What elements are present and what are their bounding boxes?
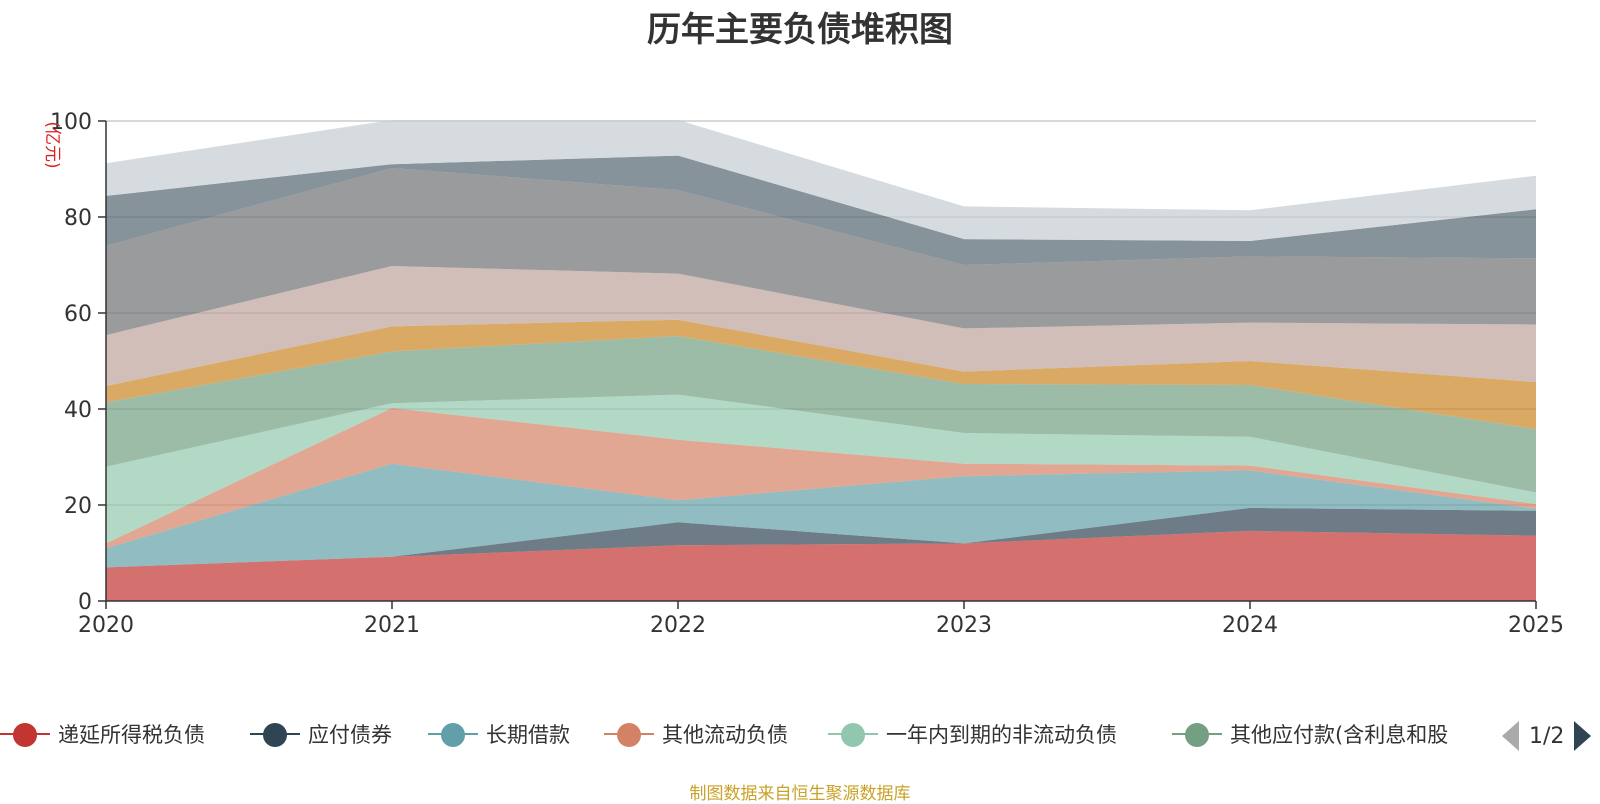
- area-series-9[interactable]: [106, 155, 1536, 265]
- area-series-4[interactable]: [106, 394, 1536, 544]
- y-tick-label: 0: [78, 590, 92, 615]
- x-tick-label: 2025: [1508, 613, 1564, 638]
- legend-item-long-term-loans[interactable]: 长期借款: [428, 716, 570, 752]
- legend-label: 递延所得税负债: [58, 723, 205, 747]
- x-tick-label: 2024: [1222, 613, 1278, 638]
- legend-next-page-icon[interactable]: [1574, 721, 1592, 751]
- legend-marker-icon: [428, 719, 478, 749]
- area-series-6[interactable]: [106, 319, 1536, 430]
- legend-label: 其他流动负债: [662, 723, 788, 747]
- x-tick-label: 2020: [78, 613, 134, 638]
- legend-item-deferred-tax[interactable]: 递延所得税负债: [0, 716, 205, 752]
- area-series-7[interactable]: [106, 266, 1536, 386]
- legend-label: 长期借款: [486, 723, 570, 747]
- legend-page-indicator: 1/2: [1529, 723, 1565, 749]
- area-series-1[interactable]: [106, 507, 1536, 568]
- area-series-3[interactable]: [106, 408, 1536, 549]
- legend-prev-page-icon[interactable]: [1502, 721, 1519, 751]
- legend-marker-icon: [604, 719, 654, 749]
- legend-item-bonds-payable[interactable]: 应付债券: [250, 716, 392, 752]
- area-series-0[interactable]: [106, 530, 1536, 601]
- legend-item-other-payables[interactable]: 其他应付款(含利息和股: [1172, 716, 1448, 752]
- legend-marker-icon: [0, 719, 50, 749]
- legend-marker-icon: [1172, 719, 1222, 749]
- legend-pager: 1/2: [1502, 718, 1592, 754]
- area-series-8[interactable]: [106, 168, 1536, 336]
- legend-label: 应付债券: [308, 723, 392, 747]
- axes: 0 20 40 60 80 100 2020 2021 2022 2023 2024 2025: [50, 110, 1564, 638]
- legend-marker-icon: [250, 719, 300, 749]
- legend-item-other-current-liabilities[interactable]: 其他流动负债: [604, 716, 788, 752]
- chart-title: 历年主要负债堆积图: [647, 10, 953, 50]
- area-series-group: [106, 120, 1536, 601]
- y-tick-label: 20: [64, 494, 92, 519]
- y-tick-label: 100: [50, 110, 92, 135]
- data-source-note: 制图数据来自恒生聚源数据库: [689, 784, 911, 804]
- legend-item-noncurrent-due-within-year[interactable]: 一年内到期的非流动负债: [828, 716, 1117, 752]
- y-tick-label: 60: [64, 302, 92, 327]
- legend-label: 一年内到期的非流动负债: [886, 723, 1117, 747]
- y-axis-unit-label: (亿元): [42, 121, 62, 168]
- x-tick-label: 2022: [650, 613, 706, 638]
- y-tick-label: 80: [64, 206, 92, 231]
- x-tick-label: 2023: [936, 613, 992, 638]
- legend-marker-icon: [828, 719, 878, 749]
- area-series-2[interactable]: [106, 463, 1536, 568]
- x-tick-label: 2021: [364, 613, 420, 638]
- legend-label: 其他应付款(含利息和股: [1230, 723, 1449, 747]
- area-series-5[interactable]: [106, 336, 1536, 493]
- stacked-area-chart: 0 20 40 60 80 100 2020 2021 2022 2023 2024 2025 (亿元…: [42, 110, 1564, 638]
- area-series-10[interactable]: [106, 120, 1536, 241]
- legend: 递延所得税负债 应付债券 长期借款 其他流动负债 一年内到期的非流动负债 其他应…: [0, 716, 1600, 756]
- y-tick-label: 40: [64, 398, 92, 423]
